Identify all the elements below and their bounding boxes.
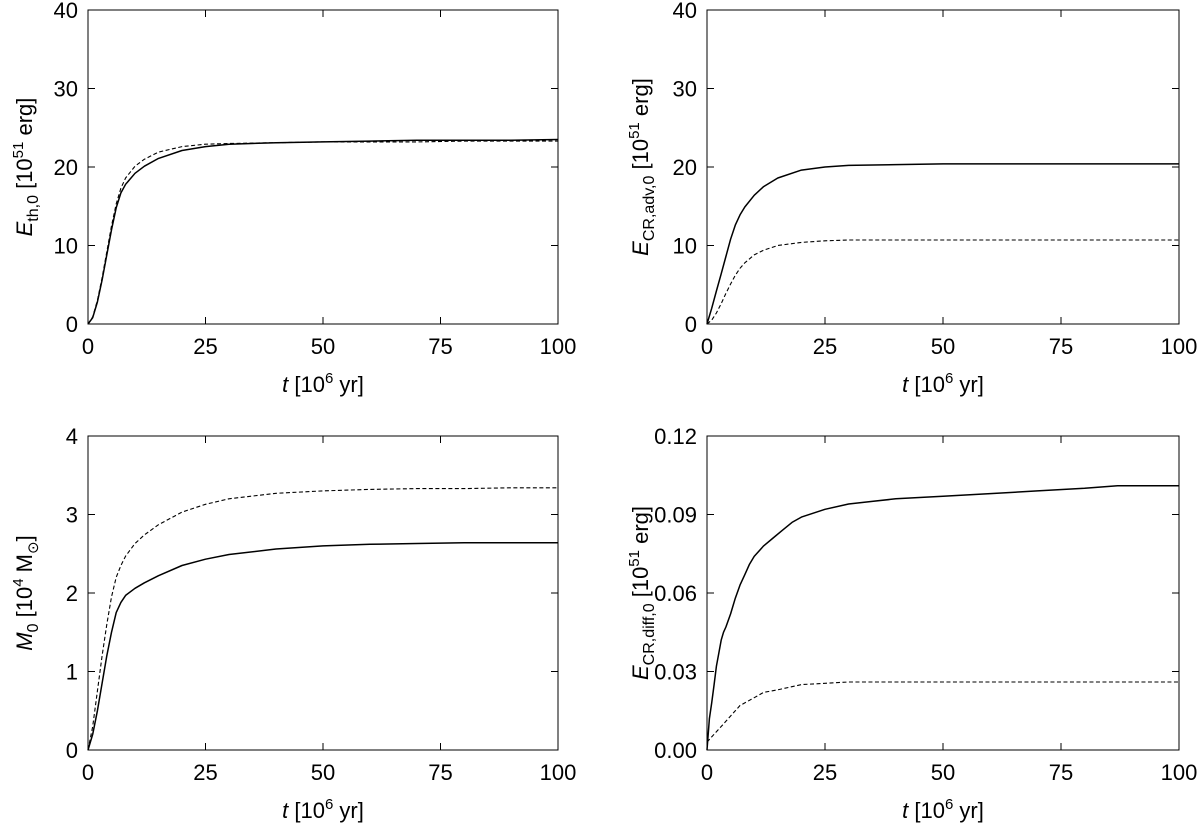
y-tick-label: 0.12 — [654, 424, 697, 449]
x-tick-label: 0 — [82, 334, 94, 359]
y-tick-label: 0 — [685, 312, 697, 337]
y-tick-label: 20 — [54, 155, 78, 180]
series-line-dashed — [706, 681, 1179, 743]
x-tick-label: 25 — [193, 334, 217, 359]
series-line-solid — [87, 542, 558, 751]
series-line-dashed — [706, 239, 1179, 325]
x-axis-label: t [106 yr] — [902, 370, 984, 397]
x-axis-label: t [106 yr] — [282, 796, 364, 823]
x-axis-label: t [106 yr] — [282, 370, 364, 397]
x-tick-label: 50 — [311, 334, 335, 359]
y-tick-label: 30 — [673, 77, 697, 102]
y-tick-label: 30 — [54, 77, 78, 102]
series-line-solid — [706, 163, 1179, 325]
y-tick-label: 0.00 — [654, 738, 697, 763]
x-tick-label: 0 — [82, 760, 94, 785]
series-line-solid — [87, 138, 559, 325]
x-tick-label: 100 — [1161, 760, 1198, 785]
x-axis-label: t [106 yr] — [902, 796, 984, 823]
y-axis-label: ECR,adv,0 [1051 erg] — [626, 78, 658, 256]
y-tick-label: 10 — [673, 234, 697, 259]
x-tick-label: 50 — [931, 760, 955, 785]
plot-frame — [706, 9, 1180, 325]
y-tick-label: 0.03 — [654, 660, 697, 685]
y-tick-label: 10 — [54, 234, 78, 259]
x-tick-label: 100 — [540, 760, 577, 785]
x-tick-label: 50 — [311, 760, 335, 785]
x-tick-label: 75 — [428, 760, 452, 785]
y-tick-label: 1 — [66, 660, 78, 685]
x-tick-label: 0 — [701, 760, 713, 785]
y-tick-label: 0 — [66, 312, 78, 337]
chart-panel-e-cr-diff: 0 25 50 75 100 0.00 0.03 0.06 0.09 0.12 t [106 yr]… — [626, 424, 1197, 823]
y-tick-label: 0.09 — [654, 503, 697, 528]
x-tick-label: 50 — [931, 334, 955, 359]
y-tick-label: 2 — [66, 581, 78, 606]
series-line-dashed — [87, 487, 558, 751]
x-tick-label: 100 — [540, 334, 577, 359]
y-tick-label: 0.06 — [654, 581, 697, 606]
series-line-solid — [706, 484, 1179, 751]
x-tick-label: 75 — [1049, 760, 1073, 785]
x-tick-label: 100 — [1161, 334, 1198, 359]
y-tick-label: 0 — [66, 738, 78, 763]
x-tick-label: 75 — [428, 334, 452, 359]
plot-frame — [87, 9, 559, 325]
chart-panel-e-cr-adv: 0 25 50 75 100 0 10 20 30 40 t [106 yr] ECR,adv,0 [… — [626, 0, 1197, 397]
y-tick-label: 40 — [673, 0, 697, 23]
y-tick-label: 40 — [54, 0, 78, 23]
plot-frame — [706, 435, 1180, 751]
x-tick-label: 0 — [701, 334, 713, 359]
x-tick-label: 25 — [813, 760, 837, 785]
y-axis-label: Eth,0 [1051 erg] — [10, 98, 42, 237]
y-tick-label: 20 — [673, 155, 697, 180]
y-axis-label: ECR,diff,0 [1051 erg] — [626, 506, 658, 680]
x-tick-label: 25 — [193, 760, 217, 785]
chart-panel-mass: 0 25 50 75 100 0 1 2 3 4 t [106 yr] M0 [104 M⊙] — [10, 424, 576, 823]
x-tick-label: 25 — [813, 334, 837, 359]
series-line-dashed — [87, 140, 558, 325]
y-tick-label: 3 — [66, 503, 78, 528]
x-tick-label: 75 — [1049, 334, 1073, 359]
plot-frame — [87, 435, 559, 751]
y-tick-label: 4 — [66, 424, 78, 449]
y-axis-label: M0 [104 M⊙] — [10, 535, 42, 650]
chart-panel-e-th: 0 25 50 75 100 0 10 20 30 40 t [106 yr] Eth,0 [1051… — [10, 0, 576, 397]
